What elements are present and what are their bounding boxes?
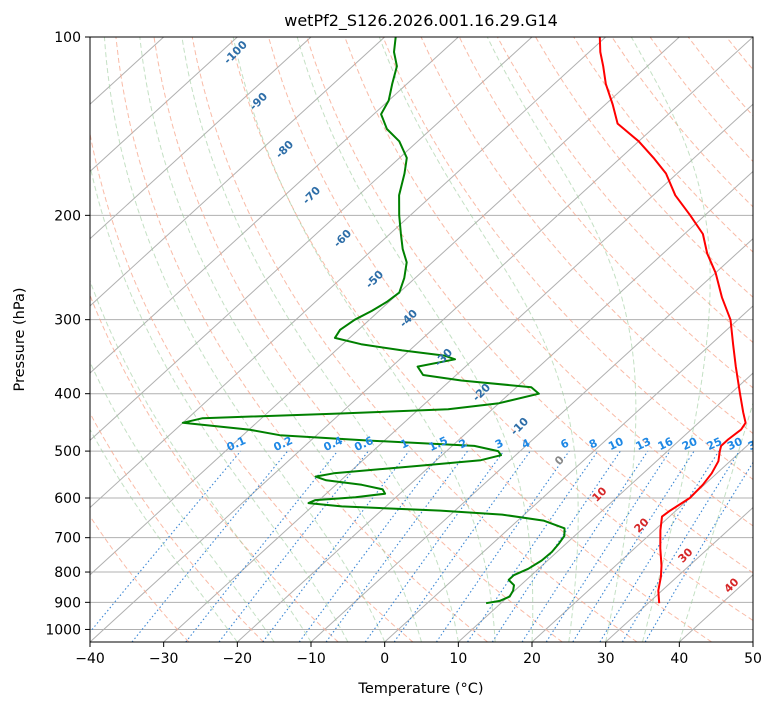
x-tick-label: 50 — [744, 651, 762, 667]
dry-adiabat-line — [306, 37, 753, 574]
dry-adiabat-line — [153, 37, 563, 642]
dry-adiabat-line — [115, 37, 488, 642]
y-tick-label: 900 — [54, 595, 81, 611]
x-tick-label: 40 — [670, 651, 688, 667]
dry-adiabat-line — [420, 37, 753, 435]
mixing-ratio-line — [298, 450, 444, 642]
isotherm-line — [163, 103, 753, 642]
tick-layer: −40 −30 −20 −10 0 10 20 30 40 50 1000 900 800 700 600 5… — [45, 30, 762, 667]
mixing-ratio-line — [467, 450, 599, 642]
mixing-ratio-line — [325, 450, 468, 642]
isotherm-line — [90, 37, 680, 576]
plot-frame — [89, 36, 754, 643]
y-tick-label: 800 — [54, 565, 81, 581]
y-tick-label: 500 — [54, 444, 81, 460]
x-tick-label: 30 — [597, 651, 615, 667]
moist-adiabat-line — [296, 37, 534, 642]
dry-adiabat-line — [191, 37, 638, 642]
mixing-ratio-line — [131, 450, 289, 642]
moist-adiabat-line — [90, 428, 238, 642]
isotherm-line — [90, 37, 238, 173]
mixing-ratio-label: 20 — [680, 435, 700, 453]
mixing-ratio-line — [90, 450, 242, 633]
isotherm-line — [90, 37, 312, 240]
y-tick-label: 700 — [54, 531, 81, 547]
isotherm-line — [384, 305, 753, 642]
grid-layer — [90, 37, 753, 642]
x-tick-label: −30 — [149, 651, 179, 667]
moist-adiabat-line — [630, 37, 711, 642]
mixing-ratio-line — [491, 450, 621, 642]
isotherm-line — [605, 506, 753, 642]
dry-adiabat-line — [90, 412, 264, 642]
dry-adiabat-line — [229, 37, 712, 642]
isotherm-line — [90, 37, 386, 307]
dry-adiabat-line — [268, 37, 753, 622]
series-layer — [181, 37, 747, 605]
mixing-ratio-line — [521, 450, 649, 642]
x-tick-label: 10 — [449, 651, 467, 667]
x-tick-label: −10 — [296, 651, 326, 667]
y-tick-label: 400 — [54, 387, 81, 403]
y-tick-label: 600 — [54, 491, 81, 507]
isotherm-line — [236, 170, 753, 642]
x-axis-title: Temperature (°C) — [357, 681, 483, 697]
moist-adiabat-line — [678, 401, 753, 642]
mixing-ratio-line — [364, 450, 505, 642]
mixing-ratio-label: 25 — [705, 435, 724, 453]
x-tick-label: 0 — [380, 651, 389, 667]
y-axis-title: Pressure (hPa) — [12, 287, 28, 391]
moist-adiabat-line — [90, 163, 349, 642]
isotherm-line — [90, 37, 533, 442]
mixing-ratio-label: 10 — [606, 435, 626, 453]
dry-adiabat-line — [90, 131, 414, 642]
y-tick-label: 1000 — [45, 622, 81, 638]
moist-adiabat-line — [181, 37, 459, 642]
isotherm-line — [90, 37, 459, 374]
x-tick-label: −40 — [75, 651, 105, 667]
mixing-ratio-line — [393, 450, 531, 642]
isotherm-line — [457, 372, 753, 642]
dewpoint-profile — [181, 37, 566, 605]
temperature-profile — [598, 37, 747, 604]
isotherm-line — [531, 439, 753, 642]
mixing-ratio-line — [185, 450, 339, 642]
mixing-ratio-line — [262, 450, 410, 642]
dry-adiabat-line — [535, 37, 753, 298]
moist-adiabat-line — [378, 37, 579, 642]
dry-adiabat-line — [496, 37, 753, 344]
x-tick-label: 20 — [523, 651, 541, 667]
y-tick-label: 300 — [54, 313, 81, 329]
isotherm-line — [90, 37, 607, 509]
mixing-ratio-label: 16 — [656, 435, 676, 453]
chart-title: wetPf2_S126.2026.001.16.29.G14 — [284, 11, 558, 31]
moist-adiabat-line — [90, 361, 275, 642]
mixing-ratio-line — [545, 450, 671, 642]
mixing-ratio-label: 36 — [746, 435, 766, 453]
mixing-ratio-line — [435, 450, 570, 642]
y-tick-label: 200 — [54, 208, 81, 224]
mixing-ratio-line — [572, 450, 695, 642]
mixing-ratio-label: 30 — [725, 435, 745, 453]
mixing-ratio-line — [621, 450, 740, 642]
dry-adiabat-line — [382, 37, 753, 481]
y-tick-label: 100 — [54, 30, 81, 46]
mixing-ratio-label: 13 — [634, 435, 653, 453]
x-tick-label: −20 — [223, 651, 253, 667]
moist-adiabat-line — [139, 37, 422, 642]
moist-adiabat-line — [486, 37, 637, 642]
moist-adiabat-line — [232, 37, 496, 642]
